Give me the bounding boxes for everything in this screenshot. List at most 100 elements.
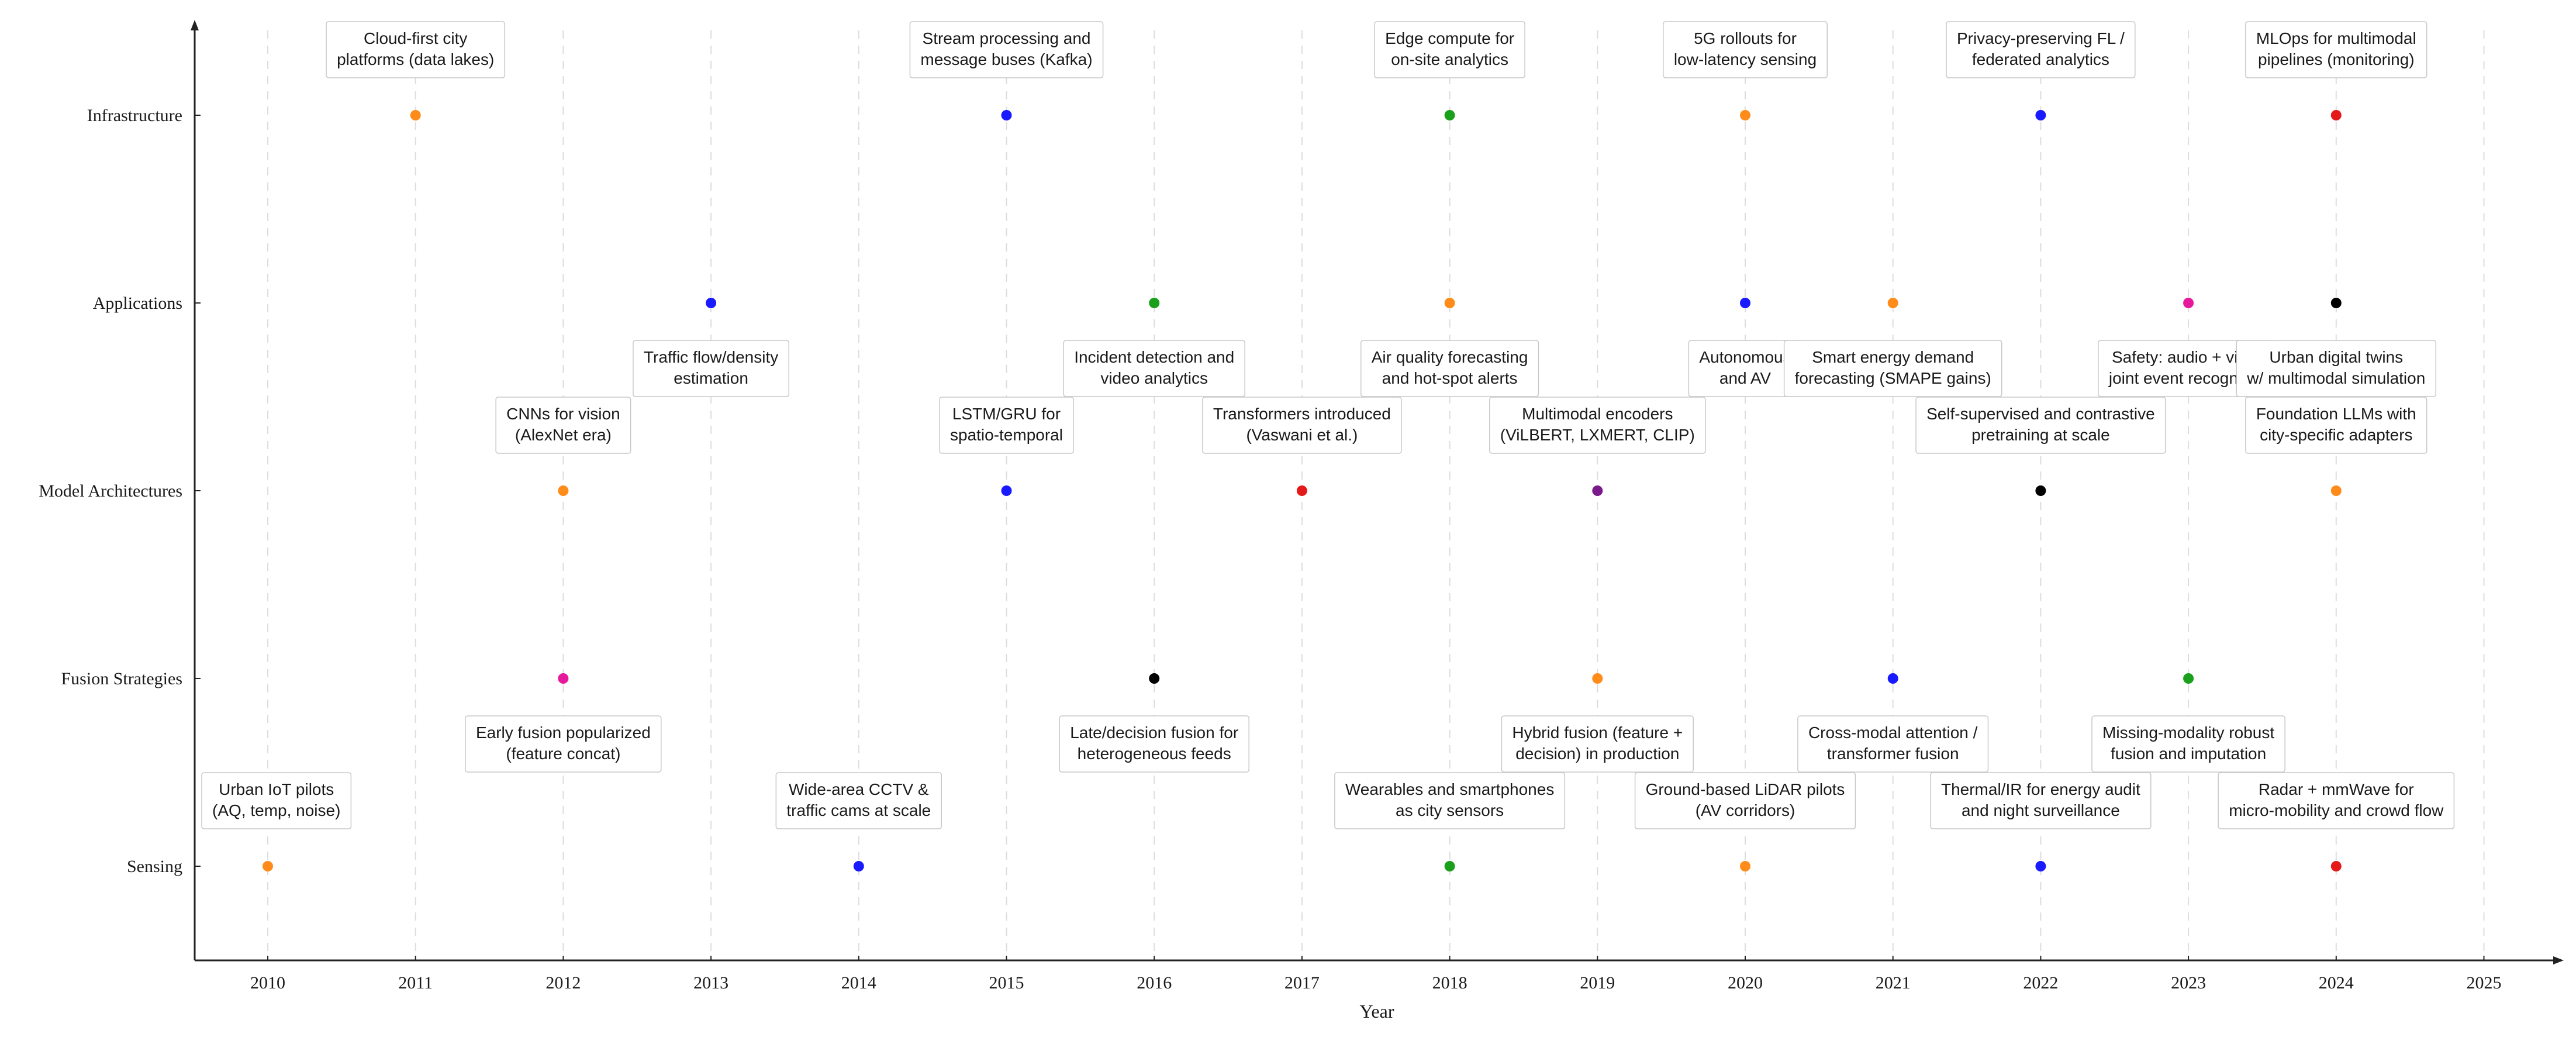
event-point (1296, 485, 1307, 496)
timeline-event: Multimodal encoders (ViLBERT, LXMERT, CLI… (1489, 397, 1706, 496)
timeline-event: Edge compute for on-site analytics (1374, 21, 1525, 120)
x-tick-label: 2018 (1432, 973, 1467, 993)
x-tick-label: 2024 (2319, 973, 2354, 993)
timeline-event: Wearables and smartphones as city sensors (1334, 772, 1566, 871)
event-point (1149, 298, 1160, 308)
event-point (263, 861, 273, 871)
grid-layer (267, 30, 2485, 960)
lane-label: Sensing (127, 857, 182, 876)
event-label-line: pretraining at scale (1971, 426, 2110, 444)
x-tick-label: 2010 (250, 973, 285, 993)
event-label-line: Privacy-preserving FL / (1957, 29, 2125, 47)
timeline-event: Privacy-preserving FL / federated analyti… (1946, 21, 2136, 120)
event-label-line: (ViLBERT, LXMERT, CLIP) (1500, 426, 1695, 444)
event-label-line: Thermal/IR for energy audit (1941, 780, 2140, 798)
timeline-event: Late/decision fusion for heterogeneous fe… (1059, 673, 1249, 773)
event-label-box (1059, 715, 1249, 773)
timeline-event: Ground-based LiDAR pilots (AV corridors) (1634, 772, 1856, 871)
timeline-event: Wide-area CCTV & traffic cams at scale (775, 772, 942, 871)
timeline-event: Incident detection and video analytics (1063, 298, 1245, 397)
event-label-box (939, 397, 1074, 454)
event-label-line: city-specific adapters (2260, 426, 2412, 444)
event-point (1444, 110, 1455, 120)
timeline-event: Urban IoT pilots (AQ, temp, noise) (201, 772, 352, 871)
x-tick-label: 2012 (545, 973, 581, 993)
x-tick-label: 2023 (2171, 973, 2206, 993)
event-point (558, 673, 569, 684)
event-label-line: Urban IoT pilots (219, 780, 334, 798)
lane-label: Applications (93, 294, 182, 313)
event-point (410, 110, 421, 120)
lane-label: Infrastructure (87, 106, 182, 125)
x-tick-label: 2016 (1137, 973, 1172, 993)
event-label-box (2245, 397, 2427, 454)
event-label-box (1489, 397, 1706, 454)
event-label-line: (AQ, temp, noise) (212, 801, 340, 819)
event-point (1001, 485, 1012, 496)
event-label-line: micro-mobility and crowd flow (2229, 801, 2444, 819)
event-label-line: Cross-modal attention / (1808, 724, 1978, 742)
event-point (1149, 673, 1160, 684)
event-label-box (201, 772, 352, 829)
event-label-line: Hybrid fusion (feature + (1512, 724, 1683, 742)
event-point (2035, 485, 2046, 496)
event-label-line: 5G rollouts for (1694, 29, 1797, 47)
event-label-box (775, 772, 942, 829)
event-label-line: Wide-area CCTV & (789, 780, 929, 798)
event-point (1592, 673, 1603, 684)
event-label-line: Smart energy demand (1812, 348, 1974, 366)
timeline-event: LSTM/GRU for spatio-temporal (939, 397, 1074, 496)
event-label-box (1946, 21, 2136, 78)
event-label-box (909, 21, 1104, 78)
event-label-box (1797, 715, 1989, 773)
event-label-line: spatio-temporal (950, 426, 1063, 444)
event-label-line: as city sensors (1396, 801, 1504, 819)
timeline-event: Hybrid fusion (feature + decision) in pro… (1501, 673, 1694, 773)
event-label-line: heterogeneous feeds (1078, 745, 1231, 763)
x-tick-label: 2014 (841, 973, 876, 993)
event-point (1740, 861, 1750, 871)
event-label-box (633, 340, 790, 397)
event-label-line: Traffic flow/density (644, 348, 778, 366)
timeline-event: Urban digital twins w/ multimodal simulat… (2236, 298, 2437, 397)
event-label-box (465, 715, 662, 773)
event-point (1887, 673, 1898, 684)
lane-labels: Infrastructure Applications Model Architec… (39, 106, 201, 876)
timeline-event: Cloud-first city platforms (data lakes) (326, 21, 506, 120)
event-label-box (1374, 21, 1525, 78)
x-tick-label: 2020 (1728, 973, 1763, 993)
event-label-line: Cloud-first city (364, 29, 467, 47)
timeline-event: Transformers introduced (Vaswani et al.) (1202, 397, 1402, 496)
event-label-box (2091, 715, 2285, 773)
x-tick-labels: 2010 2011 2012 2013 2014 2015 2016 2017 2018 2019… (250, 956, 2502, 993)
event-label-line: video analytics (1100, 369, 1208, 387)
event-label-line: transformer fusion (1827, 745, 1959, 763)
event-label-line: low-latency sensing (1674, 50, 1817, 68)
timeline-event: Stream processing and message buses (Kafk… (909, 21, 1104, 120)
axes: Year (191, 20, 2564, 1022)
event-point (853, 861, 864, 871)
event-label-line: w/ multimodal simulation (2246, 369, 2425, 387)
timeline-event: Autonomous and AV (1688, 298, 1802, 397)
x-tick-label: 2019 (1580, 973, 1615, 993)
event-label-box (1202, 397, 1402, 454)
event-label-line: and hot-spot alerts (1382, 369, 1518, 387)
x-tick-label: 2013 (693, 973, 728, 993)
event-label-line: federated analytics (1972, 50, 2109, 68)
event-label-line: estimation (674, 369, 748, 387)
timeline-event: Thermal/IR for energy audit and night sur… (1930, 772, 2152, 871)
timeline-event: Cross-modal attention / transformer fusio… (1797, 673, 1989, 773)
timeline-event: Early fusion popularized (feature concat) (465, 673, 662, 773)
event-label-line: and night surveillance (1962, 801, 2120, 819)
event-label-line: Foundation LLMs with (2256, 405, 2416, 423)
event-point (2330, 861, 2342, 871)
y-axis-arrowhead (191, 20, 199, 30)
event-label-box (1334, 772, 1566, 829)
x-tick-label: 2015 (989, 973, 1024, 993)
x-tick-label: 2021 (1876, 973, 1911, 993)
event-point (1887, 298, 1898, 308)
event-label-box (2236, 340, 2437, 397)
timeline-event: Smart energy demand forecasting (SMAPE ga… (1783, 298, 2002, 397)
event-label-line: Multimodal encoders (1522, 405, 1673, 423)
